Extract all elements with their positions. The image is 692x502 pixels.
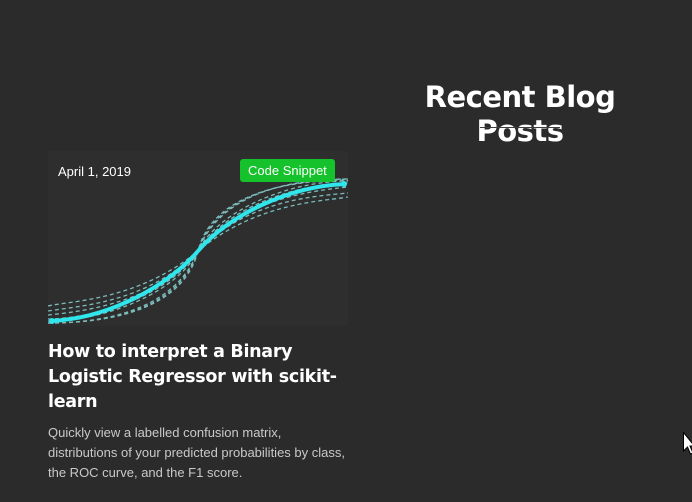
post-category-badge[interactable]: Code Snippet bbox=[240, 159, 335, 182]
mouse-cursor-icon bbox=[683, 432, 692, 455]
post-title[interactable]: How to interpret a Binary Logistic Regre… bbox=[48, 342, 337, 412]
title-underline bbox=[480, 127, 560, 128]
sigmoid-illustration bbox=[48, 178, 348, 324]
post-thumbnail[interactable]: April 1, 2019 Code Snippet bbox=[48, 151, 348, 326]
section-title: Recent Blog Posts bbox=[424, 80, 616, 148]
blog-post-card: April 1, 2019 Code Snippet How to interp… bbox=[48, 151, 348, 483]
post-excerpt: Quickly view a labelled confusion matrix… bbox=[48, 425, 345, 480]
post-date: April 1, 2019 bbox=[58, 164, 131, 179]
